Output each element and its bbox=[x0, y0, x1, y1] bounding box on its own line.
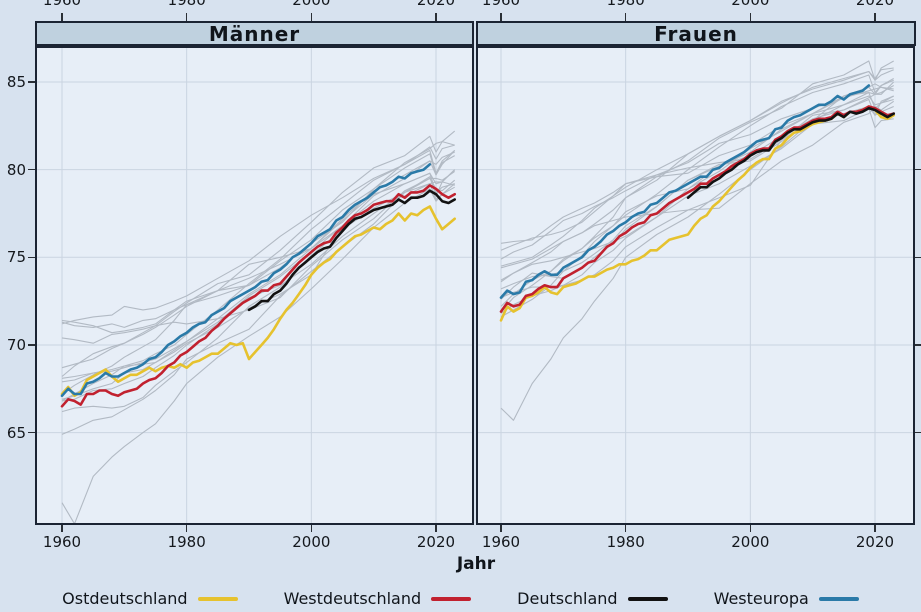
series-line-westeuropa bbox=[60, 163, 432, 398]
strip-maenner: Männer bbox=[35, 21, 474, 46]
y-axis-label: 70 bbox=[6, 335, 26, 354]
y-axis-left-tick bbox=[28, 256, 35, 259]
x-axis-bottom-label: 2020 bbox=[416, 533, 456, 551]
strip-frauen: Frauen bbox=[476, 21, 916, 46]
y-axis-left-tick bbox=[28, 431, 35, 434]
x-axis-bottom-label: 1960 bbox=[481, 533, 521, 551]
x-axis-bottom-tick bbox=[749, 525, 752, 532]
x-axis-bottom-tick bbox=[310, 525, 313, 532]
x-axis-top-label: 1980 bbox=[167, 0, 206, 9]
legend-label: Westdeutschland bbox=[283, 589, 422, 608]
legend-item-westeuropa: Westeuropa bbox=[714, 589, 859, 608]
panel-title-maenner: Männer bbox=[208, 21, 301, 46]
background-country-line bbox=[500, 74, 894, 312]
panel-title-frauen: Frauen bbox=[654, 21, 738, 46]
background-country-line bbox=[61, 141, 455, 328]
legend-item-ostdeutschland: Ostdeutschland bbox=[62, 589, 238, 608]
x-axis-top-tick bbox=[310, 13, 313, 21]
x-axis-bottom-tick bbox=[874, 525, 876, 532]
legend-item-deutschland: Deutschland bbox=[517, 589, 668, 608]
x-axis-bottom-tick bbox=[435, 525, 437, 532]
series-line-westdeutschland bbox=[60, 184, 456, 408]
x-axis-top-tick bbox=[874, 13, 876, 21]
x-axis-bottom-label: 2000 bbox=[292, 533, 331, 551]
background-country-line bbox=[61, 183, 455, 377]
x-axis-top-label: 2000 bbox=[292, 0, 331, 9]
x-axis-top-label: 2020 bbox=[855, 0, 895, 9]
legend-label: Deutschland bbox=[517, 589, 618, 608]
background-country-line bbox=[61, 149, 456, 402]
y-axis-right-tick bbox=[915, 431, 921, 434]
background-country-line bbox=[500, 81, 895, 421]
x-axis-bottom-label: 1980 bbox=[167, 533, 206, 551]
legend-label: Ostdeutschland bbox=[62, 589, 188, 608]
series-line-deutschland bbox=[247, 189, 456, 312]
background-country-line bbox=[500, 69, 894, 283]
series-line-westdeutschland bbox=[499, 105, 895, 313]
y-axis-label: 75 bbox=[6, 248, 26, 267]
x-axis-top-tick bbox=[749, 13, 752, 21]
y-axis-left-tick bbox=[28, 344, 35, 346]
background-country-line bbox=[500, 85, 894, 314]
x-axis-bottom-tick bbox=[500, 525, 502, 532]
background-country-line bbox=[500, 60, 894, 307]
legend-swatch-westdeutschland bbox=[431, 596, 472, 601]
legend-item-westdeutschland: Westdeutschland bbox=[284, 589, 472, 608]
x-axis-top-label: 1980 bbox=[606, 0, 645, 9]
background-country-line bbox=[500, 95, 894, 299]
x-axis-top-label: 2020 bbox=[416, 0, 456, 9]
y-axis-label: 65 bbox=[6, 423, 26, 442]
y-axis-right-tick bbox=[915, 81, 921, 83]
series-line-ostdeutschland bbox=[60, 205, 456, 398]
legend-label: Westeuropa bbox=[713, 589, 809, 608]
background-country-line bbox=[61, 144, 455, 325]
x-axis-title: Jahr bbox=[456, 554, 496, 574]
background-country-line bbox=[61, 130, 456, 369]
x-axis-bottom-label: 2020 bbox=[855, 533, 895, 551]
background-country-line bbox=[500, 91, 894, 300]
x-axis-top-tick bbox=[61, 13, 63, 21]
x-axis-bottom-label: 1960 bbox=[42, 533, 82, 551]
y-axis-right-tick bbox=[915, 256, 921, 259]
legend: Ostdeutschland Westdeutschland Deutschla… bbox=[0, 589, 921, 608]
series-line-deutschland bbox=[686, 107, 895, 199]
y-axis-left-tick bbox=[28, 81, 35, 83]
y-axis-right-tick bbox=[915, 344, 921, 346]
background-country-line bbox=[500, 100, 895, 269]
background-country-line bbox=[61, 151, 455, 379]
legend-swatch-ostdeutschland bbox=[197, 596, 238, 601]
x-axis-bottom-tick bbox=[61, 525, 63, 532]
x-axis-bottom-tick bbox=[624, 525, 627, 532]
background-country-line bbox=[61, 183, 456, 525]
series-line-ostdeutschland bbox=[499, 105, 895, 322]
panel-frauen bbox=[476, 46, 915, 525]
x-axis-bottom-tick bbox=[185, 525, 188, 532]
y-axis-left-tick bbox=[28, 168, 35, 171]
background-country-line bbox=[61, 177, 456, 413]
x-axis-top-label: 2000 bbox=[731, 0, 770, 9]
panel-maenner bbox=[35, 46, 474, 525]
background-country-line bbox=[61, 150, 456, 395]
y-axis-label: 80 bbox=[6, 160, 26, 179]
x-axis-top-label: 1960 bbox=[42, 0, 82, 9]
x-axis-top-tick bbox=[624, 13, 627, 21]
background-country-line bbox=[500, 107, 894, 281]
y-axis-right-tick bbox=[915, 168, 921, 171]
x-axis-top-label: 1960 bbox=[481, 0, 521, 9]
x-axis-top-tick bbox=[500, 13, 502, 21]
x-axis-top-tick bbox=[435, 13, 437, 21]
y-axis-label: 85 bbox=[6, 73, 26, 91]
legend-swatch-deutschland bbox=[627, 596, 668, 601]
x-axis-bottom-label: 2000 bbox=[731, 533, 770, 551]
x-axis-bottom-label: 1980 bbox=[606, 533, 645, 551]
series-line-westeuropa bbox=[499, 84, 871, 299]
x-axis-top-tick bbox=[185, 13, 188, 21]
legend-swatch-westeuropa bbox=[818, 596, 859, 601]
